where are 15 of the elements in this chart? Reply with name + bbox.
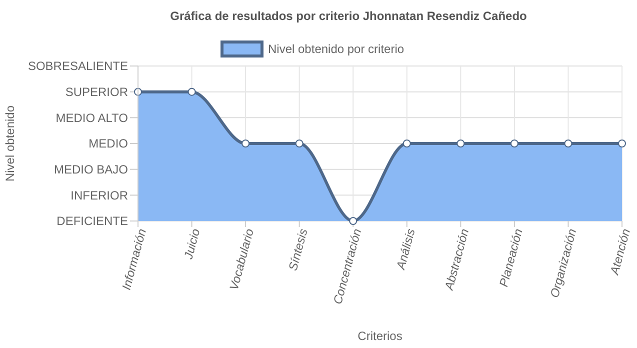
x-tick-label: Juicio bbox=[181, 226, 203, 262]
category-label: INFERIOR bbox=[70, 188, 128, 202]
category-label: SOBRESALIENTE bbox=[28, 59, 128, 74]
text: Nivel obtenido bbox=[3, 105, 17, 182]
category-label: SUPERIOR bbox=[65, 85, 128, 100]
x-tick-label: Análisis bbox=[393, 227, 418, 272]
x-axis-title: Criterios bbox=[358, 329, 402, 343]
category-label: MEDIO BAJO bbox=[54, 162, 128, 177]
x-tick-label: Síntesis bbox=[286, 227, 310, 272]
category-label: MEDIO ALTO bbox=[56, 110, 128, 125]
legend-label: Nivel obtenido por criterio bbox=[268, 42, 404, 56]
chart-title: Gráfica de resultados por criterio Jhonnatan Resendiz Cañedo bbox=[170, 9, 527, 23]
category-label: DEFICIENTE bbox=[56, 214, 128, 228]
x-tick-label: Atención bbox=[607, 226, 634, 277]
category-label: MEDIO bbox=[88, 136, 128, 151]
